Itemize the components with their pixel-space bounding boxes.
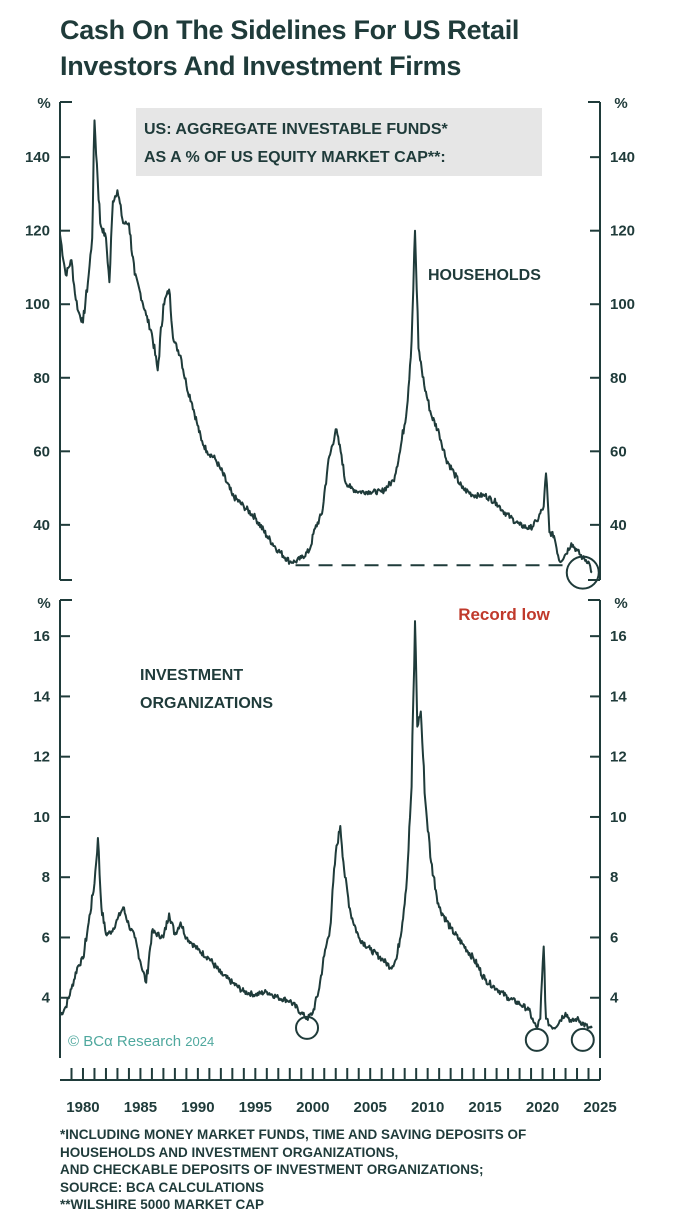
investment-ytick-label-left: 4 — [42, 990, 51, 1007]
investment-ytick-label-right: 10 — [610, 809, 627, 826]
x-axis-tick-label: 1995 — [239, 1099, 272, 1116]
x-axis-tick-label: 2010 — [411, 1099, 444, 1116]
investment-circle-marker — [295, 1015, 320, 1040]
households-ytick-label-left: 60 — [33, 443, 50, 460]
households-unit-right: % — [614, 95, 627, 112]
investment-ytick-label-right: 16 — [610, 628, 627, 645]
investment-ytick-label-right: 12 — [610, 749, 627, 766]
investment-series-line — [59, 620, 593, 1030]
chart-title: Cash On The Sidelines For US Retail Inve… — [60, 12, 519, 84]
chart-title-line-2: Investors And Investment Firms — [60, 51, 462, 81]
households-panel: % % 140 140 120 120 100 100 80 80 60 60 40 40 US: A… — [25, 95, 635, 590]
investment-unit-left: % — [37, 595, 50, 612]
investment-circle-marker — [570, 1027, 595, 1052]
footnotes: *INCLUDING MONEY MARKET FUNDS, TIME AND … — [60, 1126, 526, 1214]
households-ytick-label-left: 120 — [25, 223, 50, 240]
households-ytick-label-right: 100 — [610, 296, 635, 313]
investment-series-label-line-2: ORGANIZATIONS — [140, 695, 273, 712]
x-axis-tick-label: 2005 — [354, 1099, 387, 1116]
households-ytick-label-right: 120 — [610, 223, 635, 240]
watermark-brand: Research — [113, 1033, 186, 1050]
footnote-line-3: AND CHECKABLE DEPOSITS OF INVESTMENT ORG… — [60, 1162, 484, 1177]
x-axis-tick-label: 2015 — [468, 1099, 501, 1116]
investment-ytick-label-right: 6 — [610, 929, 618, 946]
investment-ytick-label-left: 6 — [42, 929, 50, 946]
record-low-annotation: Record low — [458, 605, 550, 624]
investment-unit-right: % — [614, 595, 627, 612]
households-series-label: HOUSEHOLDS — [428, 267, 541, 284]
investment-circle-marker — [524, 1027, 549, 1052]
chart-title-line-1: Cash On The Sidelines For US Retail — [60, 15, 520, 45]
watermark-year: 2024 — [185, 1034, 214, 1049]
households-ytick-label-right: 140 — [610, 149, 635, 166]
investment-ytick-label-right: 8 — [610, 869, 618, 886]
x-axis-tick-label: 2000 — [296, 1099, 329, 1116]
households-ytick-label-right: 80 — [610, 370, 627, 387]
investment-ytick-label-left: 14 — [33, 688, 50, 705]
households-ytick-label-left: 40 — [33, 517, 50, 534]
households-box-label-line-1: US: AGGREGATE INVESTABLE FUNDS* — [144, 121, 448, 138]
footnote-line-4: SOURCE: BCA CALCULATIONS — [60, 1179, 264, 1195]
x-axis: 1980 1985 1990 1995 2000 2005 2010 2015 2020 2025 — [60, 1068, 617, 1116]
investment-organizations-panel: % % 16 16 14 14 12 12 10 10 8 8 6 6 4 4 INVESTMENT OR… — [33, 595, 628, 1058]
footnote-line-5: **WILSHIRE 5000 MARKET CAP — [60, 1197, 265, 1212]
investment-ytick-label-left: 10 — [33, 809, 50, 826]
watermark: © BCα Research 2024 — [68, 1033, 214, 1050]
investment-ytick-label-left: 12 — [33, 749, 50, 766]
households-circle-marker — [565, 555, 600, 590]
watermark-prefix: © BC — [68, 1033, 104, 1050]
households-series-line — [59, 119, 593, 574]
investment-ytick-label-right: 14 — [610, 688, 627, 705]
x-axis-tick-label: 1990 — [181, 1099, 214, 1116]
x-axis-tick-label: 2020 — [526, 1099, 559, 1116]
households-ytick-label-left: 140 — [25, 149, 50, 166]
households-ytick-label-right: 40 — [610, 517, 627, 534]
households-ytick-label-right: 60 — [610, 443, 627, 460]
x-axis-tick-label: 1985 — [124, 1099, 157, 1116]
investment-ytick-label-left: 8 — [42, 869, 50, 886]
footnote-line-2: HOUSEHOLDS AND INVESTMENT ORGANIZATIONS, — [60, 1144, 399, 1160]
investment-series-label-line-1: INVESTMENT — [140, 667, 243, 684]
households-box-label-bg — [136, 108, 542, 176]
households-ytick-label-left: 100 — [25, 296, 50, 313]
x-axis-tick-label: 2025 — [583, 1099, 616, 1116]
footnote-line-1: *INCLUDING MONEY MARKET FUNDS, TIME AND … — [60, 1127, 527, 1142]
x-axis-tick-label: 1980 — [66, 1099, 99, 1116]
investment-ytick-label-right: 4 — [610, 990, 619, 1007]
households-box-label-line-2: AS A % OF US EQUITY MARKET CAP**: — [144, 149, 446, 166]
watermark-alpha: α — [104, 1033, 113, 1050]
investment-ytick-label-left: 16 — [33, 628, 50, 645]
households-ytick-label-left: 80 — [33, 370, 50, 387]
households-unit-left: % — [37, 95, 50, 112]
